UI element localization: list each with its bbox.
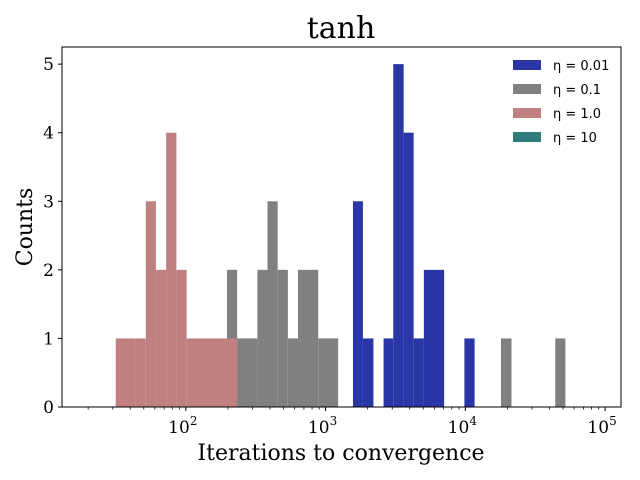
x-tick-exponent: 2 (190, 414, 198, 428)
histogram-bar (413, 338, 424, 407)
chart-title: tanh (307, 11, 376, 46)
histogram-bar (166, 132, 177, 407)
histogram-bar (464, 338, 475, 407)
x-tick-base: 10 (448, 418, 470, 438)
histogram-bar (318, 338, 339, 407)
x-tick-label: 103 (308, 414, 337, 438)
histogram-bar (298, 269, 319, 407)
histogram-bar (277, 269, 288, 407)
legend: η = 0.01 η = 0.1 η = 1.0 η = 10 (513, 59, 609, 146)
x-tick-exponent: 3 (330, 414, 338, 428)
y-axis-label: Counts (13, 188, 38, 267)
legend-label: η = 1.0 (553, 107, 601, 122)
histogram-bar (257, 269, 268, 407)
legend-swatch (513, 108, 541, 118)
y-tick-label: 4 (43, 124, 54, 144)
x-axis-label: Iterations to convergence (197, 441, 484, 466)
x-axis-ticks: 102 103 104 105 (87, 407, 617, 438)
legend-label: η = 10 (553, 131, 597, 146)
legend-swatch (513, 60, 541, 70)
x-tick-exponent: 5 (609, 414, 617, 428)
histogram-bar (237, 338, 258, 407)
histogram-bar (135, 338, 146, 407)
x-tick-base: 10 (587, 418, 609, 438)
y-tick-label: 1 (43, 329, 54, 349)
y-tick-label: 0 (43, 398, 54, 418)
histogram-bar (267, 201, 278, 407)
histogram-bar (423, 269, 445, 407)
histogram-bar (186, 338, 237, 407)
y-tick-label: 3 (43, 192, 54, 212)
x-tick-base: 10 (308, 418, 330, 438)
x-tick-label: 105 (587, 414, 616, 438)
y-axis-ticks: 0 1 2 3 4 5 (43, 55, 62, 418)
x-tick-base: 10 (168, 418, 190, 438)
legend-swatch (513, 132, 541, 142)
histogram-bar (393, 64, 404, 407)
histogram-bar (362, 338, 374, 407)
histogram-bar (145, 201, 156, 407)
histogram-bar (555, 338, 566, 407)
histogram-bar (115, 338, 136, 407)
y-tick-label: 2 (43, 261, 54, 281)
x-tick-exponent: 4 (469, 414, 477, 428)
y-tick-label: 5 (43, 55, 54, 75)
legend-swatch (513, 84, 541, 94)
x-tick-label: 102 (168, 414, 197, 438)
legend-label: η = 0.1 (553, 83, 601, 98)
histogram-bar (501, 338, 512, 407)
bars-layer (115, 64, 566, 407)
plot-frame (61, 46, 622, 408)
histogram-bar (383, 338, 394, 407)
x-tick-label: 104 (448, 414, 478, 438)
histogram-bar (176, 269, 187, 407)
histogram-bar (403, 132, 414, 407)
histogram-bar (352, 201, 363, 407)
legend-label: η = 0.01 (553, 59, 609, 74)
histogram-bar (287, 338, 299, 407)
histogram-bar (155, 269, 167, 407)
